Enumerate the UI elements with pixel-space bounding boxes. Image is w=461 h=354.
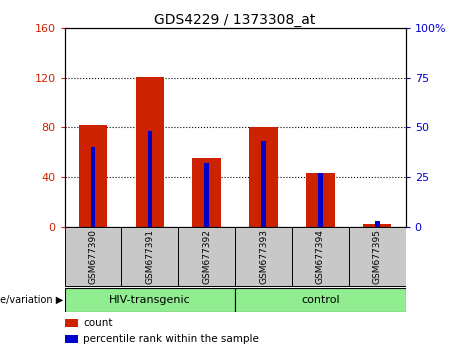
Bar xyxy=(65,335,78,343)
Text: GSM677391: GSM677391 xyxy=(145,229,154,284)
Title: GDS4229 / 1373308_at: GDS4229 / 1373308_at xyxy=(154,13,316,27)
Text: percentile rank within the sample: percentile rank within the sample xyxy=(83,334,259,344)
Bar xyxy=(91,147,95,227)
Bar xyxy=(65,227,121,286)
Bar xyxy=(136,76,164,227)
Bar xyxy=(318,173,323,227)
Text: count: count xyxy=(83,318,113,328)
Text: GSM677390: GSM677390 xyxy=(89,229,97,284)
Bar xyxy=(375,221,379,227)
Bar xyxy=(148,131,152,227)
Bar xyxy=(349,227,406,286)
Bar xyxy=(363,224,391,227)
Text: genotype/variation ▶: genotype/variation ▶ xyxy=(0,295,64,305)
Bar xyxy=(193,158,221,227)
Text: HIV-transgenic: HIV-transgenic xyxy=(109,295,191,305)
Bar xyxy=(306,173,335,227)
Bar xyxy=(249,127,278,227)
Text: GSM677392: GSM677392 xyxy=(202,229,211,284)
Bar xyxy=(65,319,78,327)
Bar xyxy=(235,227,292,286)
Bar xyxy=(65,288,235,312)
Bar xyxy=(204,163,209,227)
Bar xyxy=(235,288,406,312)
Bar xyxy=(121,227,178,286)
Text: GSM677393: GSM677393 xyxy=(259,229,268,284)
Bar xyxy=(178,227,235,286)
Bar xyxy=(261,141,266,227)
Text: GSM677395: GSM677395 xyxy=(373,229,382,284)
Bar xyxy=(292,227,349,286)
Text: control: control xyxy=(301,295,340,305)
Bar xyxy=(79,125,107,227)
Text: GSM677394: GSM677394 xyxy=(316,229,325,284)
